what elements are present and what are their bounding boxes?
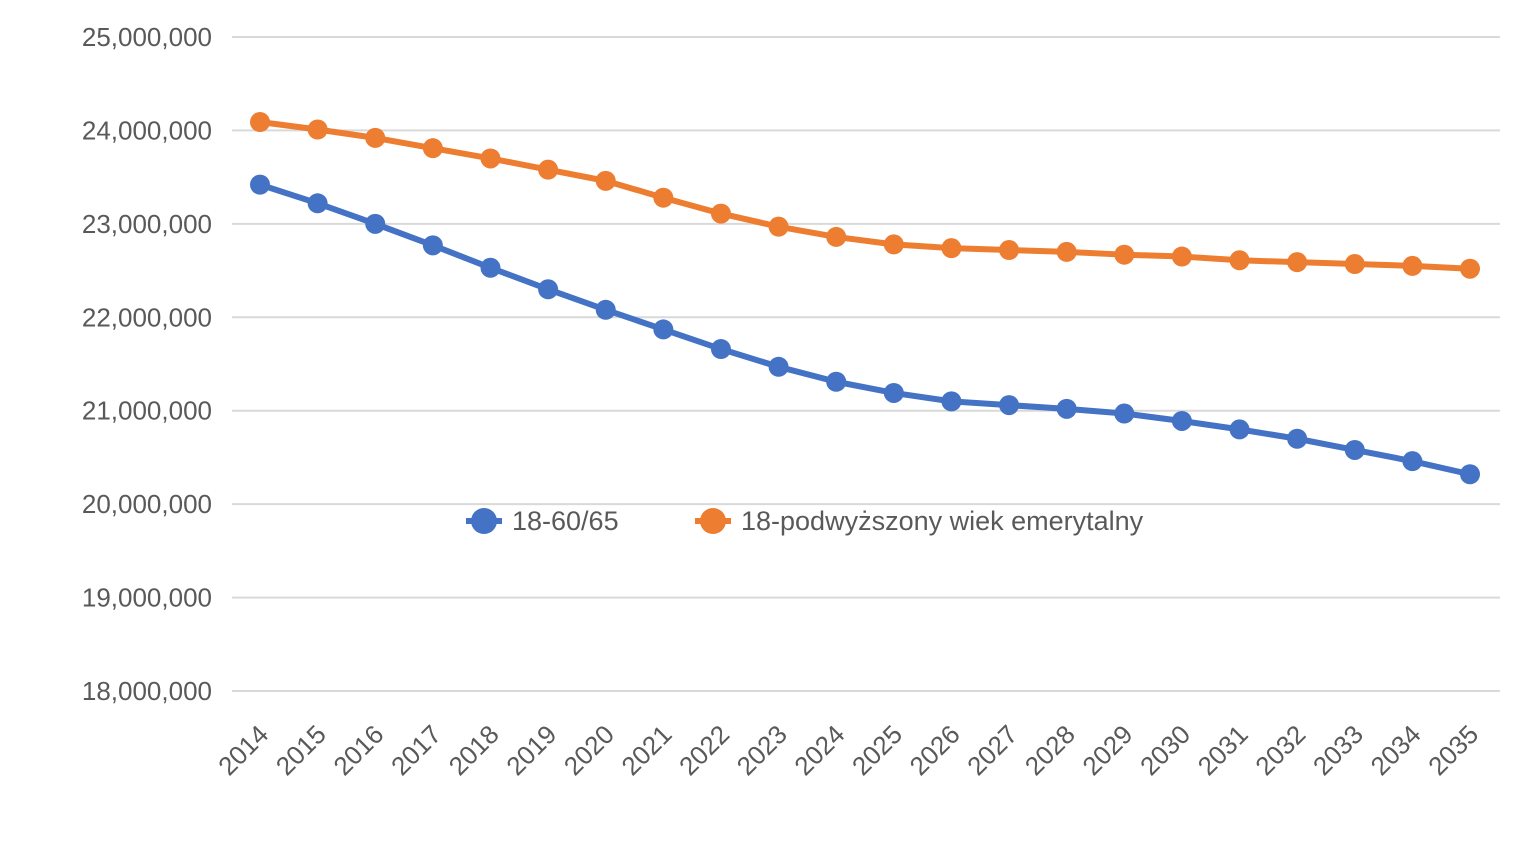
data-point bbox=[595, 299, 616, 320]
data-point bbox=[1344, 254, 1365, 275]
x-tick-label: 2031 bbox=[1192, 719, 1254, 781]
y-tick-label: 24,000,000 bbox=[82, 115, 212, 145]
x-tick-label: 2015 bbox=[270, 719, 332, 781]
data-point bbox=[1287, 252, 1308, 273]
data-point bbox=[365, 213, 386, 234]
x-tick-label: 2017 bbox=[385, 719, 447, 781]
data-point bbox=[307, 119, 328, 140]
x-tick-label: 2020 bbox=[558, 719, 620, 781]
data-point bbox=[941, 391, 962, 412]
y-tick-label: 19,000,000 bbox=[82, 583, 212, 613]
data-point bbox=[1114, 244, 1135, 265]
data-point bbox=[1460, 258, 1480, 279]
data-point bbox=[999, 240, 1020, 261]
legend-marker bbox=[471, 508, 497, 534]
data-point bbox=[1460, 464, 1480, 485]
legend: 18-60/65 18-podwyższony wiek emerytalny bbox=[466, 506, 1144, 536]
x-tick-label: 2023 bbox=[731, 719, 793, 781]
y-axis-tick-labels: 18,000,000 19,000,000 20,000,000 21,000,000… bbox=[82, 22, 212, 706]
x-tick-label: 2034 bbox=[1365, 719, 1427, 781]
data-point bbox=[1344, 439, 1365, 460]
data-point bbox=[422, 235, 443, 256]
x-tick-label: 2024 bbox=[788, 719, 850, 781]
data-point bbox=[538, 279, 559, 300]
x-tick-label: 2026 bbox=[904, 719, 966, 781]
data-point bbox=[595, 170, 616, 191]
x-tick-label: 2030 bbox=[1134, 719, 1196, 781]
data-point bbox=[883, 234, 904, 255]
x-tick-label: 2032 bbox=[1249, 719, 1311, 781]
data-point bbox=[480, 148, 501, 169]
x-tick-label: 2035 bbox=[1422, 719, 1484, 781]
legend-label: 18-60/65 bbox=[512, 506, 619, 536]
x-tick-label: 2025 bbox=[846, 719, 908, 781]
legend-item: 18-podwyższony wiek emerytalny bbox=[695, 506, 1144, 536]
y-tick-label: 22,000,000 bbox=[82, 302, 212, 332]
data-point bbox=[710, 203, 731, 224]
data-point bbox=[768, 356, 789, 377]
data-point bbox=[1287, 428, 1308, 449]
legend-item: 18-60/65 bbox=[466, 506, 619, 536]
data-point bbox=[1171, 246, 1192, 267]
data-point bbox=[307, 193, 328, 214]
data-point bbox=[365, 127, 386, 148]
y-tick-label: 18,000,000 bbox=[82, 676, 212, 706]
x-tick-label: 2022 bbox=[673, 719, 735, 781]
data-point bbox=[1229, 419, 1250, 440]
x-tick-label: 2019 bbox=[500, 719, 562, 781]
x-tick-label: 2021 bbox=[615, 719, 677, 781]
y-tick-label: 21,000,000 bbox=[82, 396, 212, 426]
legend-label: 18-podwyższony wiek emerytalny bbox=[741, 506, 1144, 536]
series-lines bbox=[250, 112, 1480, 485]
data-point bbox=[1171, 410, 1192, 431]
data-point bbox=[1114, 403, 1135, 424]
x-tick-label: 2029 bbox=[1076, 719, 1138, 781]
data-point bbox=[653, 187, 674, 208]
data-point bbox=[883, 382, 904, 403]
y-tick-label: 25,000,000 bbox=[82, 22, 212, 52]
data-point bbox=[653, 319, 674, 340]
data-point bbox=[826, 371, 847, 392]
y-tick-label: 23,000,000 bbox=[82, 209, 212, 239]
data-point bbox=[250, 174, 270, 195]
x-axis-tick-labels: 2014201520162017201820192020202120222023… bbox=[212, 719, 1484, 781]
data-point bbox=[1056, 241, 1077, 262]
series-line bbox=[257, 181, 1473, 478]
x-tick-label: 2014 bbox=[212, 719, 274, 781]
data-point bbox=[1402, 451, 1423, 472]
data-point bbox=[768, 216, 789, 237]
series-1 bbox=[250, 174, 1480, 485]
legend-marker bbox=[700, 508, 726, 534]
x-tick-label: 2033 bbox=[1307, 719, 1369, 781]
x-tick-label: 2028 bbox=[1019, 719, 1081, 781]
gridlines bbox=[232, 36, 1500, 692]
x-tick-label: 2027 bbox=[961, 719, 1023, 781]
data-point bbox=[250, 112, 270, 133]
x-tick-label: 2018 bbox=[443, 719, 505, 781]
data-point bbox=[480, 257, 501, 278]
data-point bbox=[1229, 250, 1250, 271]
data-point bbox=[826, 226, 847, 247]
x-tick-label: 2016 bbox=[327, 719, 389, 781]
data-point bbox=[1056, 398, 1077, 419]
series-2 bbox=[250, 112, 1480, 279]
series-line bbox=[257, 119, 1473, 272]
y-tick-label: 20,000,000 bbox=[82, 489, 212, 519]
data-point bbox=[710, 339, 731, 360]
data-point bbox=[1402, 255, 1423, 276]
data-point bbox=[941, 238, 962, 259]
data-point bbox=[422, 138, 443, 159]
data-point bbox=[999, 395, 1020, 416]
data-point bbox=[538, 159, 559, 180]
